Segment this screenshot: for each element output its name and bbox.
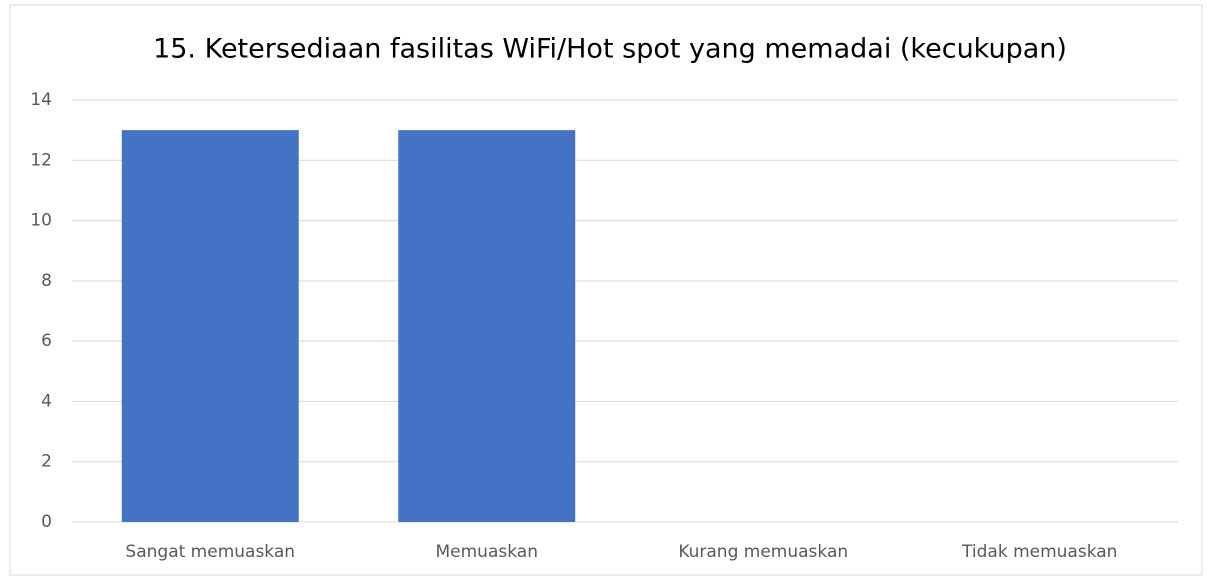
x-tick-label: Tidak memuaskan xyxy=(961,542,1117,562)
chart-title: 15. Ketersediaan fasilitas WiFi/Hot spot… xyxy=(153,34,1067,65)
x-tick-label: Kurang memuaskan xyxy=(678,542,848,562)
bar xyxy=(121,130,299,522)
y-tick-label: 12 xyxy=(30,150,52,170)
bar xyxy=(398,130,576,522)
y-tick-label: 0 xyxy=(41,512,52,532)
y-tick-label: 2 xyxy=(41,452,52,472)
x-tick-label: Sangat memuaskan xyxy=(125,542,295,562)
x-tick-label: Memuaskan xyxy=(436,542,538,562)
y-tick-label: 8 xyxy=(41,271,52,291)
y-tick-label: 6 xyxy=(41,331,52,351)
y-tick-label: 14 xyxy=(30,90,52,110)
y-tick-label: 10 xyxy=(30,211,52,231)
y-tick-label: 4 xyxy=(41,391,52,411)
